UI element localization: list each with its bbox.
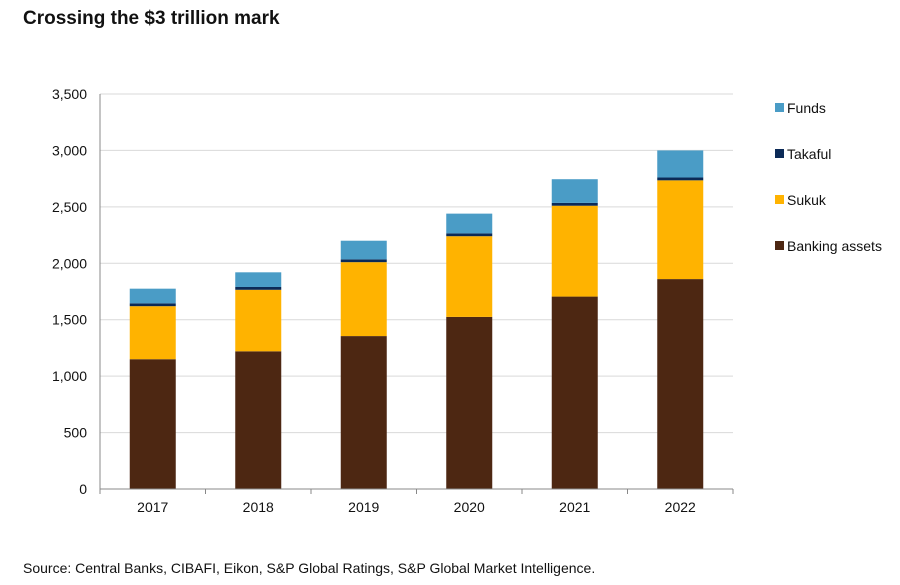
y-axis-labels: 0 500 1,000 1,500 2,000 2,500 3,000 3,500 <box>52 86 87 497</box>
x-tick-label: 2019 <box>348 499 379 515</box>
bar-takaful <box>657 177 704 181</box>
source-note: Source: Central Banks, CIBAFI, Eikon, S&… <box>23 560 596 576</box>
bar-sukuk <box>551 205 598 297</box>
y-tick-label: 500 <box>64 425 88 441</box>
legend-swatch-takaful <box>775 149 784 158</box>
axes <box>99 94 734 494</box>
x-tick-label: 2020 <box>454 499 485 515</box>
legend-label: Banking assets <box>787 238 882 254</box>
bar-takaful <box>129 303 176 307</box>
x-axis-labels: 2017 2018 2019 2020 2021 2022 <box>137 499 696 515</box>
legend-label: Sukuk <box>787 192 827 208</box>
x-tick-label: 2022 <box>665 499 696 515</box>
legend-swatch-banking-assets <box>775 241 784 250</box>
y-tick-label: 1,500 <box>52 312 87 328</box>
x-tick-label: 2018 <box>243 499 274 515</box>
y-tick-label: 2,500 <box>52 199 87 215</box>
bar-sukuk <box>235 289 282 352</box>
bar-takaful <box>551 202 598 206</box>
x-tick-label: 2021 <box>559 499 590 515</box>
y-tick-label: 3,000 <box>52 142 87 158</box>
bar-banking-assets <box>446 316 493 489</box>
bar-takaful <box>446 233 493 237</box>
x-tick-label: 2017 <box>137 499 168 515</box>
legend-swatch-funds <box>775 103 784 112</box>
y-tick-label: 2,000 <box>52 255 87 271</box>
grid-lines <box>100 93 733 434</box>
bars <box>129 150 704 489</box>
y-tick-label: 1,000 <box>52 368 87 384</box>
bar-banking-assets <box>340 336 387 489</box>
y-tick-label: 3,500 <box>52 86 87 102</box>
bar-funds <box>551 179 598 203</box>
bar-sukuk <box>446 236 493 317</box>
bar-takaful <box>340 259 387 263</box>
bar-banking-assets <box>129 359 176 489</box>
bar-funds <box>446 213 493 234</box>
bar-banking-assets <box>235 351 282 489</box>
legend-label: Takaful <box>787 146 831 162</box>
bar-funds <box>657 150 704 178</box>
bar-banking-assets <box>551 296 598 489</box>
legend-swatch-sukuk <box>775 195 784 204</box>
bar-funds <box>235 272 282 287</box>
bar-banking-assets <box>657 279 704 489</box>
legend: Funds Takaful Sukuk Banking assets <box>775 100 882 254</box>
bar-funds <box>129 288 176 304</box>
bar-funds <box>340 240 387 260</box>
y-tick-label: 0 <box>79 481 87 497</box>
bar-sukuk <box>340 262 387 337</box>
bar-takaful <box>235 286 282 290</box>
bar-sukuk <box>129 306 176 360</box>
bar-sukuk <box>657 180 704 280</box>
legend-label: Funds <box>787 100 826 116</box>
chart-title: Crossing the $3 trillion mark <box>23 8 280 29</box>
